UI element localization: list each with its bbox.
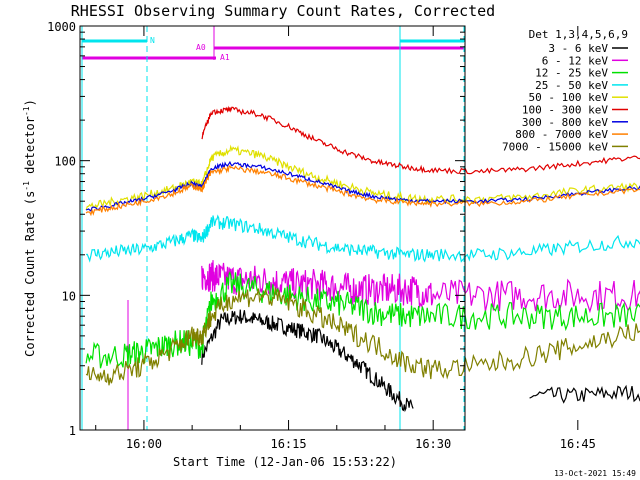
- legend-label-4: 50 - 100 keV: [529, 91, 609, 104]
- legend-label-5: 100 - 300 keV: [522, 104, 608, 117]
- series-line-7: [85, 164, 640, 217]
- timestamp: 13-Oct-2021 15:49: [554, 469, 636, 478]
- y-axis: 1 10 100 1000: [47, 20, 465, 438]
- plot-frame: [79, 25, 466, 431]
- y-axis-label-end: ): [23, 99, 37, 106]
- y-tick-label-1: 10: [62, 289, 76, 303]
- legend-label-8: 7000 - 15000 keV: [502, 140, 608, 153]
- y-tick-label-0: 1: [69, 424, 76, 438]
- y-axis-label-main: Corrected Count Rate (s: [23, 191, 37, 357]
- x-tick-label-0: 16:00: [126, 437, 162, 451]
- series-layer: [85, 105, 640, 413]
- y-tick-label-3: 1000: [47, 20, 76, 34]
- x-axis-label: Start Time (12-Jan-06 15:53:22): [173, 455, 397, 469]
- legend-label-6: 300 - 800 keV: [522, 116, 608, 129]
- x-tick-label-2: 16:30: [415, 437, 451, 451]
- legend-label-0: 3 - 6 keV: [548, 42, 608, 55]
- series-line-2: [85, 271, 640, 369]
- series-line-0: [201, 309, 640, 413]
- legend-label-2: 12 - 25 keV: [535, 67, 608, 80]
- series-line-8: [85, 286, 640, 386]
- flag-bars: N A0 A1: [81, 26, 465, 430]
- y-axis-label: Corrected Count Rate (s-1 detector-1): [22, 99, 37, 357]
- y-axis-label-mid: detector: [23, 116, 37, 181]
- series-line-3: [86, 214, 640, 263]
- series-line-1: [201, 260, 640, 314]
- y-tick-label-2: 100: [54, 155, 76, 169]
- chart-title: RHESSI Observing Summary Count Rates, Co…: [71, 2, 495, 20]
- night-flag-label: N: [150, 36, 155, 45]
- attenuator-a1-label: A1: [220, 53, 230, 62]
- series-line-6: [85, 160, 640, 212]
- x-tick-label-1: 16:15: [270, 437, 306, 451]
- legend-header: Det 1,3,4,5,6,9: [529, 28, 628, 41]
- legend-label-7: 800 - 7000 keV: [515, 128, 608, 141]
- legend-label-1: 6 - 12 keV: [542, 54, 609, 67]
- legend-label-3: 25 - 50 keV: [535, 79, 608, 92]
- y-axis-label-sup2: -1: [22, 106, 31, 116]
- series-line-4: [85, 144, 640, 211]
- series-line-5: [201, 105, 640, 175]
- attenuator-a0-label: A0: [196, 43, 206, 52]
- x-tick-label-3: 16:45: [560, 437, 596, 451]
- y-axis-label-sup1: -1: [22, 181, 31, 191]
